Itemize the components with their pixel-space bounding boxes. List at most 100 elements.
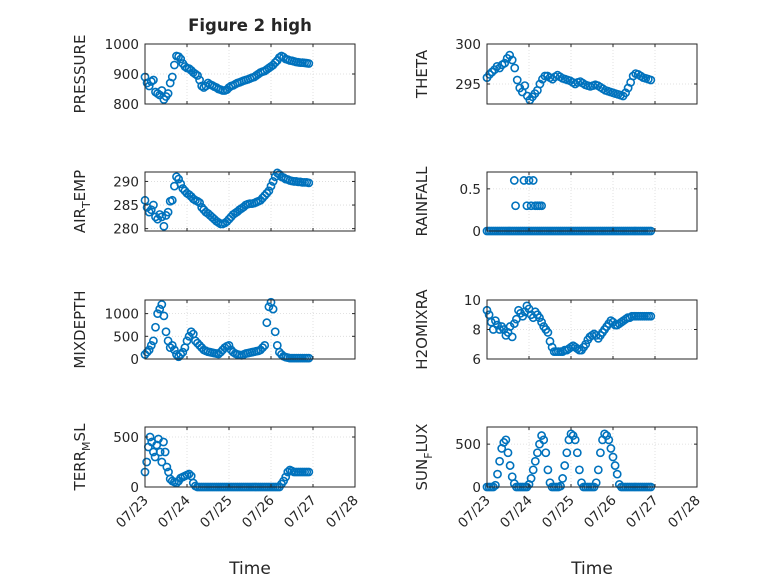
panel-3-ylabel-part: EMP <box>71 170 89 201</box>
panel-7-xtick-label: 07/25 <box>197 493 236 532</box>
panel-8-data-point <box>528 465 538 475</box>
panel-3-data-point <box>264 186 274 196</box>
panel-8-ytick-label: 0 <box>472 480 481 496</box>
panel-3-data-point <box>176 179 186 189</box>
panel-8-ylabel: SUNFLUX <box>413 424 435 491</box>
panel-6-data-point <box>518 311 528 321</box>
panel-8-data-point <box>604 435 614 445</box>
panel-1-data-point <box>163 89 173 98</box>
panel-3-ylabel-part: AIR <box>71 208 89 233</box>
panel-6-data-point <box>535 313 544 323</box>
panel-3-data-point <box>262 188 272 198</box>
panel-1-data-point <box>176 54 186 64</box>
panel-8-data-point <box>543 465 553 475</box>
panel-5-data-point <box>178 347 188 357</box>
panel-7-ytick-label: 500 <box>113 430 139 446</box>
panel-7-ylabel-part: SL <box>71 423 89 442</box>
panel-8-xtick-label: 07/24 <box>497 493 536 532</box>
panel-2-data-point <box>512 75 522 85</box>
panel-8-data-point <box>570 435 580 445</box>
panel-7-xlabel: Time <box>228 559 271 579</box>
panel-7-xtick-label: 07/23 <box>113 493 152 532</box>
panel-8-data-point <box>503 448 513 458</box>
panel-8-data-point <box>539 435 549 445</box>
panel-8-data-point <box>612 469 622 479</box>
panel-6-data-point <box>646 311 656 321</box>
panel-3-ylabel: AIRTEMP <box>71 170 93 233</box>
panel-3-data-point <box>174 174 183 184</box>
panel-8-data-point <box>572 448 582 458</box>
panel-4-data-point <box>537 201 546 211</box>
panel-5-data-point <box>146 340 156 350</box>
panel-8-plot-area <box>487 427 697 487</box>
panel-7-data-point <box>159 437 168 447</box>
panel-8-data-point <box>537 431 546 440</box>
panel-2-data-point <box>505 50 515 60</box>
panel-8-xtick-label: 07/26 <box>581 493 620 532</box>
panel-2-axes-box <box>486 43 698 105</box>
panel-5-data-point <box>176 350 186 359</box>
panel-2-data-point <box>485 70 494 79</box>
panel-4-data-point <box>528 176 538 185</box>
panel-8-data-point <box>556 481 565 491</box>
panel-5-data-point <box>258 343 267 353</box>
panel-4-data-point <box>519 176 529 185</box>
panel-5-data-point <box>270 327 280 337</box>
panel-6-data-point <box>507 332 517 342</box>
panel-1-data-point <box>304 59 314 68</box>
panel-6-data-point <box>537 317 546 327</box>
panel-8-data-point <box>490 480 500 490</box>
panel-3-data-point <box>157 212 167 222</box>
panel-1-data-point <box>174 52 183 61</box>
panel-3-data-point <box>304 178 314 188</box>
panel-7-data-point <box>160 447 170 457</box>
panel-8-xtick-label: 07/28 <box>665 493 704 532</box>
panel-7-data-point <box>304 467 314 477</box>
panel-7-data-point <box>162 462 172 472</box>
panel-5-data-point <box>169 345 179 355</box>
panel-8-ylabel-part: F <box>422 452 435 458</box>
panel-1-data-point <box>144 81 154 91</box>
panel-3-ytick-label: 290 <box>113 174 139 190</box>
panel-7-data-point <box>184 469 194 479</box>
panel-7-ylabel: TERRMSL <box>71 423 93 492</box>
panel-4-data-point <box>522 201 532 211</box>
panel-1-ylabel: PRESSURE <box>71 35 89 114</box>
panel-3-ylabel-part: T <box>80 201 93 209</box>
panel-3-data-point <box>155 210 165 219</box>
panel-5-data-point <box>184 331 194 341</box>
panel-6-ytick-label: 6 <box>472 352 481 368</box>
panel-5-data-point <box>262 318 272 328</box>
panel-1-data-point <box>270 58 280 67</box>
panel-8-data-point <box>560 461 570 470</box>
panel-2-ytick-label: 295 <box>455 77 481 93</box>
panel-8-data-point <box>593 465 603 475</box>
panel-7-ylabel-part: M <box>80 441 93 451</box>
panel-6-data-point <box>509 319 519 328</box>
panel-3-axes-box <box>144 171 356 232</box>
panel-8-xtick-label: 07/23 <box>455 493 494 532</box>
panel-5-ytick-label: 1000 <box>105 307 139 323</box>
panel-4-data-point <box>509 176 519 185</box>
panel-2-plot-area <box>487 44 697 104</box>
panel-8-data-point <box>505 461 515 470</box>
panel-5-data-point <box>151 322 160 332</box>
panel-1-ytick-label: 1000 <box>105 37 139 53</box>
panel-8-data-point <box>562 448 572 458</box>
panel-8-xlabel: Time <box>570 559 613 579</box>
panel-3-data-point <box>167 195 177 205</box>
panel-8-data-point <box>541 448 551 458</box>
panel-7-data-point <box>150 452 160 462</box>
panel-1-data-point <box>169 60 179 70</box>
panel-8-data-point <box>610 461 620 470</box>
panel-7-axes-box <box>144 426 356 488</box>
panel-8-data-point <box>600 429 609 439</box>
panel-6-data-point <box>581 339 591 349</box>
panel-2-data-point <box>487 67 497 77</box>
panel-6-ytick-label: 8 <box>472 323 481 339</box>
panel-7-xtick-label: 07/27 <box>281 493 320 532</box>
panel-3-ytick-label: 285 <box>113 198 139 214</box>
panel-6-ytick-label: 10 <box>464 293 481 309</box>
panel-5-data-point <box>186 327 196 337</box>
